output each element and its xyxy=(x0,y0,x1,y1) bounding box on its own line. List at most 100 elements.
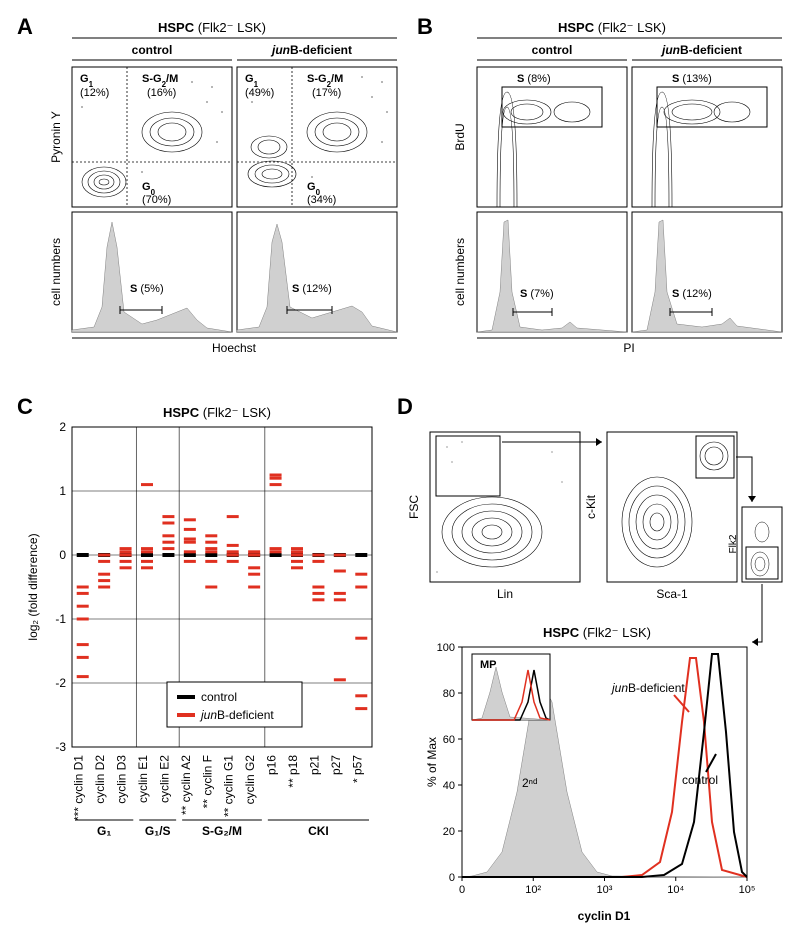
svg-text:p16: p16 xyxy=(265,755,279,775)
panel-c-chart: -3 -2 -1 0 1 2 *** cyclin D1 cyclin D2 cyclin D3… xyxy=(26,420,372,838)
panel-a-ybot: cell numbers xyxy=(49,238,63,306)
panel-a-top-left: G1 (12%) S-G2/M (16%) G0 (70%) xyxy=(72,67,232,207)
panel-b-header: HSPC (Flk2⁻ LSK) xyxy=(558,20,666,35)
row-cd: C HSPC (Flk2⁻ LSK) -3 -2 -1 0 1 2 *** cyclin D… xyxy=(12,392,788,932)
panel-b-bot-left: S (7%) xyxy=(477,212,627,332)
panel-a-col-control: control xyxy=(132,43,173,57)
svg-text:junB-deficient: junB-deficient xyxy=(199,708,274,722)
panel-a-bot-right: S (12%) xyxy=(237,212,397,332)
svg-text:S (7%): S (7%) xyxy=(520,288,554,300)
sg2m-pct-a1: (16%) xyxy=(147,87,176,99)
svg-text:control: control xyxy=(201,690,237,704)
panel-d-gating-2: c-Kit Sca-1 xyxy=(584,432,737,601)
panel-a-bot-left: S (5%) xyxy=(72,212,232,332)
svg-text:D: D xyxy=(397,394,413,419)
svg-text:** cyclin A2: ** cyclin A2 xyxy=(179,755,193,815)
svg-text:cyclin G2: cyclin G2 xyxy=(243,755,257,805)
svg-text:PI: PI xyxy=(623,341,634,355)
svg-text:C: C xyxy=(17,394,33,419)
svg-text:Lin: Lin xyxy=(497,587,513,601)
svg-text:S (13%): S (13%) xyxy=(672,73,712,85)
svg-text:(49%): (49%) xyxy=(245,87,274,99)
svg-text:20: 20 xyxy=(443,826,455,838)
svg-text:S (8%): S (8%) xyxy=(517,73,551,85)
svg-text:% of Max: % of Max xyxy=(425,737,439,787)
svg-text:cell numbers: cell numbers xyxy=(453,238,467,306)
panel-a-x: Hoechst xyxy=(212,341,257,355)
svg-text:0: 0 xyxy=(449,872,455,884)
svg-text:80: 80 xyxy=(443,688,455,700)
svg-text:1: 1 xyxy=(59,484,66,498)
svg-text:Flk2: Flk2 xyxy=(728,534,739,553)
panel-b-label: B xyxy=(417,14,433,39)
svg-text:*** cyclin D1: *** cyclin D1 xyxy=(72,755,86,821)
svg-text:c-Kit: c-Kit xyxy=(584,494,598,519)
svg-text:FSC: FSC xyxy=(407,495,421,519)
svg-text:BrdU: BrdU xyxy=(453,123,467,150)
panel-b-top-right: S (13%) xyxy=(632,67,782,207)
svg-text:(34%): (34%) xyxy=(307,194,336,206)
figure-root: A HSPC (Flk2⁻ LSK) control junB-deficien… xyxy=(12,12,788,932)
panel-a-header: HSPC (Flk2⁻ LSK) xyxy=(158,20,266,35)
svg-text:MP: MP xyxy=(480,659,497,671)
svg-text:cyclin D2: cyclin D2 xyxy=(93,755,107,804)
panel-a-top-right: G1 (49%) S-G2/M (17%) G0 (34%) xyxy=(237,67,397,207)
svg-text:control: control xyxy=(532,43,573,57)
svg-text:HSPC (Flk2⁻ LSK): HSPC (Flk2⁻ LSK) xyxy=(163,405,271,420)
svg-text:G₁: G₁ xyxy=(97,824,111,838)
panel-c: C HSPC (Flk2⁻ LSK) -3 -2 -1 0 1 2 *** cyclin D… xyxy=(12,392,392,932)
panel-c-svg: C HSPC (Flk2⁻ LSK) -3 -2 -1 0 1 2 *** cyclin D… xyxy=(12,392,392,932)
svg-text:-3: -3 xyxy=(55,740,66,754)
panel-d-gating-3: Flk2 xyxy=(728,507,782,582)
svg-text:S (5%): S (5%) xyxy=(130,283,164,295)
panel-a-label: A xyxy=(17,14,33,39)
panel-d: D FSC Lin c-Kit Sca-1 xyxy=(392,392,788,932)
svg-text:HSPC (Flk2⁻ LSK): HSPC (Flk2⁻ LSK) xyxy=(543,625,651,640)
svg-text:log₂ (fold difference): log₂ (fold difference) xyxy=(26,533,40,640)
svg-text:** p18: ** p18 xyxy=(286,755,300,788)
svg-text:cyclin E1: cyclin E1 xyxy=(136,755,150,803)
svg-text:S (12%): S (12%) xyxy=(292,283,332,295)
svg-text:Sca-1: Sca-1 xyxy=(656,587,688,601)
panel-b-svg: B HSPC (Flk2⁻ LSK) control junB-deficien… xyxy=(412,12,788,372)
svg-text:S (12%): S (12%) xyxy=(672,288,712,300)
svg-text:cyclin D3: cyclin D3 xyxy=(115,755,129,804)
svg-text:junB-deficient: junB-deficient xyxy=(610,681,685,695)
svg-text:-1: -1 xyxy=(55,612,66,626)
svg-text:(17%): (17%) xyxy=(312,87,341,99)
svg-text:G₁/S: G₁/S xyxy=(145,824,171,838)
svg-text:* p57: * p57 xyxy=(350,755,364,783)
panel-b-top-left: S (8%) xyxy=(477,67,627,207)
g0-pct-a1: (70%) xyxy=(142,194,171,206)
svg-text:junB-deficient: junB-deficient xyxy=(660,43,742,57)
svg-text:-2: -2 xyxy=(55,676,66,690)
panel-a: A HSPC (Flk2⁻ LSK) control junB-deficien… xyxy=(12,12,412,372)
svg-text:100: 100 xyxy=(437,642,455,654)
svg-text:CKI: CKI xyxy=(308,824,329,838)
svg-text:cyclin D1: cyclin D1 xyxy=(578,909,631,923)
panel-d-gating-1: FSC Lin xyxy=(407,432,580,601)
panel-a-svg: A HSPC (Flk2⁻ LSK) control junB-deficien… xyxy=(12,12,412,372)
svg-text:cyclin E2: cyclin E2 xyxy=(157,755,171,803)
panel-d-histogram: MP 2ⁿᵈ junB-deficient control 0 20 40 60 80 1… xyxy=(425,642,755,923)
panel-b: B HSPC (Flk2⁻ LSK) control junB-deficien… xyxy=(412,12,788,372)
svg-text:2: 2 xyxy=(59,420,66,434)
g1-pct-a1: (12%) xyxy=(80,87,109,99)
svg-text:0: 0 xyxy=(459,884,465,896)
svg-text:10³: 10³ xyxy=(597,884,613,896)
svg-text:60: 60 xyxy=(443,734,455,746)
svg-text:2ⁿᵈ: 2ⁿᵈ xyxy=(522,776,538,790)
svg-text:S-G₂/M: S-G₂/M xyxy=(202,824,242,838)
svg-text:40: 40 xyxy=(443,780,455,792)
svg-text:0: 0 xyxy=(59,548,66,562)
panel-d-svg: D FSC Lin c-Kit Sca-1 xyxy=(392,392,788,932)
svg-text:10⁵: 10⁵ xyxy=(739,884,756,896)
svg-text:** cyclin G1: ** cyclin G1 xyxy=(222,755,236,817)
panel-a-ytop: Pyronin Y xyxy=(49,111,63,163)
svg-text:** cyclin F: ** cyclin F xyxy=(200,755,214,808)
panel-b-bot-right: S (12%) xyxy=(632,212,782,332)
svg-text:10⁴: 10⁴ xyxy=(667,884,684,896)
svg-text:control: control xyxy=(682,773,718,787)
panel-a-col-junb: junB-deficient xyxy=(270,43,352,57)
svg-text:10²: 10² xyxy=(525,884,541,896)
